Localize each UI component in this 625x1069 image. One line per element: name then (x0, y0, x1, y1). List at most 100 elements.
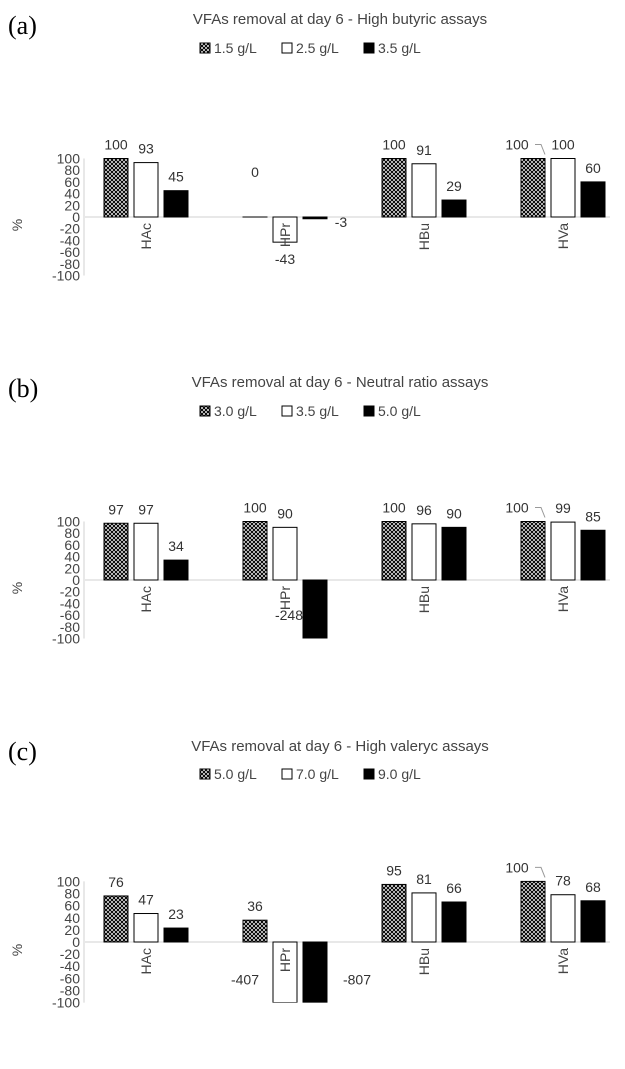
legend-swatch (363, 42, 375, 54)
legend-swatch (199, 42, 211, 54)
data-label: 0 (251, 164, 259, 180)
data-label: 100 (505, 500, 529, 516)
data-label: 76 (108, 874, 124, 890)
y-tick-label: -60 (60, 607, 80, 623)
data-label: 100 (505, 137, 529, 153)
bar (133, 522, 159, 581)
y-tick-label: -80 (60, 619, 80, 635)
y-axis-label: % (9, 219, 25, 231)
y-tick-label: -20 (60, 221, 80, 237)
legend-swatch (281, 768, 293, 780)
data-label: 97 (138, 501, 154, 517)
x-tick-label: HBu (416, 948, 432, 975)
x-tick-label: HPr (277, 586, 293, 610)
legend-label: 3.0 g/L (214, 403, 257, 419)
bar (580, 181, 606, 218)
bar (163, 927, 189, 943)
legend-item: 2.5 g/L (281, 40, 339, 56)
data-label: 90 (446, 505, 462, 521)
chart-title: VFAs removal at day 6 - High butyric ass… (193, 11, 487, 28)
y-axis-label: % (9, 944, 25, 956)
y-tick-label: -40 (60, 595, 80, 611)
data-label: 99 (555, 500, 571, 516)
y-tick-label: 40 (64, 186, 80, 202)
legend-swatch (363, 405, 375, 417)
bar (103, 522, 129, 581)
y-tick-label: 20 (64, 922, 80, 938)
y-tick-label: 0 (72, 934, 80, 950)
data-label: 36 (247, 898, 263, 914)
data-label: 85 (585, 508, 601, 524)
chart-title: VFAs removal at day 6 - High valeryc ass… (191, 738, 489, 755)
legend-item: 3.5 g/L (281, 403, 339, 419)
x-tick-label: HVa (555, 948, 571, 974)
data-label: 29 (446, 178, 462, 194)
bar (520, 158, 546, 218)
data-label: 100 (104, 137, 128, 153)
bar (411, 163, 437, 218)
y-tick-label: 20 (64, 560, 80, 576)
data-label: 47 (138, 892, 154, 908)
y-tick-label: 0 (72, 209, 80, 225)
x-tick-label: HBu (416, 223, 432, 250)
bar (133, 913, 159, 943)
y-tick-label: -100 (52, 268, 80, 284)
bar (381, 883, 407, 943)
bar (133, 162, 159, 218)
data-labels: 76 47 23 36 -407 -807 95 81 66 100 78 68 (108, 859, 601, 987)
bar (272, 526, 298, 581)
legend-item: 5.0 g/L (199, 766, 257, 782)
y-tick-label: 40 (64, 549, 80, 565)
bar (441, 199, 467, 218)
y-tick-label: 100 (57, 151, 81, 167)
bars (103, 880, 606, 1003)
data-label: -407 (231, 971, 259, 987)
data-label: 100 (243, 500, 267, 516)
y-tick-label: 100 (57, 514, 81, 530)
x-tick-label: HVa (555, 223, 571, 249)
y-tick-label: 100 (57, 873, 81, 889)
y-tick-label: 40 (64, 910, 80, 926)
bar (411, 523, 437, 581)
legend-label: 5.0 g/L (214, 766, 257, 782)
bar (550, 521, 576, 581)
x-tick-label: HVa (555, 586, 571, 612)
data-label: 90 (277, 505, 293, 521)
bar (272, 941, 298, 1003)
y-tick-label: -40 (60, 232, 80, 248)
bar (441, 526, 467, 581)
data-label: 91 (416, 142, 432, 158)
legend: 1.5 g/L 2.5 g/L 3.5 g/L (199, 40, 421, 56)
bar (381, 158, 407, 218)
legend-item: 9.0 g/L (363, 766, 421, 782)
bar (302, 579, 328, 639)
bar (272, 216, 298, 243)
legend-label: 3.5 g/L (378, 40, 421, 56)
bar (242, 521, 268, 581)
y-tick-label: 80 (64, 162, 80, 178)
data-label: 100 (382, 500, 406, 516)
legend: 5.0 g/L 7.0 g/L 9.0 g/L (199, 766, 421, 782)
data-label: 66 (446, 880, 462, 896)
data-label: 93 (138, 141, 154, 157)
data-label: 96 (416, 502, 432, 518)
data-label: -43 (275, 251, 295, 267)
legend-item: 3.0 g/L (199, 403, 257, 419)
legend-swatch (199, 768, 211, 780)
data-label: 68 (585, 879, 601, 895)
bar (302, 216, 328, 220)
legend-swatch (281, 42, 293, 54)
data-label: 45 (168, 169, 184, 185)
leader-line (535, 866, 546, 878)
chart-panel-2: (b) VFAs removal at day 6 - Neutral ratio… (8, 374, 610, 647)
data-label: -3 (335, 214, 348, 230)
y-tick-label: -80 (60, 256, 80, 272)
x-tick-label: HAc (138, 586, 154, 612)
legend-label: 5.0 g/L (378, 403, 421, 419)
data-label: 78 (555, 873, 571, 889)
data-label: 97 (108, 501, 124, 517)
